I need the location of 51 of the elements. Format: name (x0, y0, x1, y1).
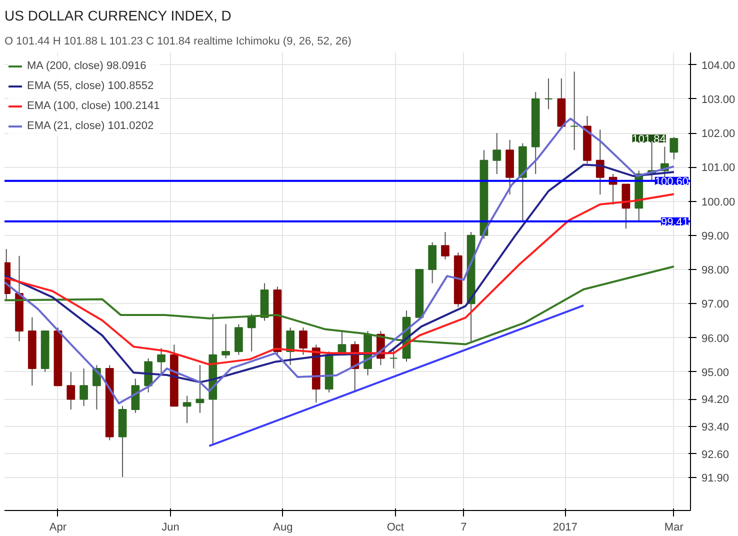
candlestick (428, 242, 437, 284)
x-tick-label: Apr (49, 522, 67, 534)
candlestick (182, 395, 192, 424)
legend-label: EMA (100, close) 100.2141 (27, 100, 160, 112)
x-tick-label: 7 (460, 522, 467, 534)
x-tick-label: Jun (162, 522, 180, 534)
y-tick-label: 92.60 (702, 448, 730, 461)
ref-line-label: 100.60 (654, 176, 689, 188)
y-tick-label: 97.00 (702, 298, 730, 311)
annotation: 101.84 (632, 134, 666, 146)
candlestick (80, 368, 88, 407)
y-tick-label: 104.00 (702, 60, 736, 72)
candlestick (670, 136, 678, 160)
legend-label: EMA (55, close) 100.8552 (27, 80, 154, 92)
candlestick (144, 358, 153, 393)
candlestick (492, 132, 502, 174)
candlestick (157, 348, 166, 376)
ref-line-label: 99.41 (660, 216, 689, 228)
candlestick (570, 71, 579, 151)
chart-title: US DOLLAR CURRENCY INDEX, D (4, 8, 232, 24)
candlestick (234, 324, 243, 356)
text: O 101.44 H 101.88 L 101.23 C 101.84 realtime Ichimoku (9, 26, 52, 26) (4, 36, 352, 48)
y-tick-label: 95.00 (702, 366, 730, 379)
candlestick (222, 324, 230, 359)
legend-label: EMA (21, close) 101.0202 (27, 120, 154, 132)
y-tick-label: 102.00 (702, 128, 736, 140)
line-series (4, 265, 675, 346)
candlestick (66, 371, 76, 410)
y-tick-label: 93.40 (702, 422, 730, 434)
candlestick (441, 232, 450, 260)
candlestick (299, 327, 308, 356)
candlestick (247, 313, 256, 352)
x-tick-label: Aug (273, 522, 293, 534)
y-tick-label: 91.90 (702, 472, 730, 485)
y-tick-label: 101.00 (702, 162, 736, 174)
candlestick (596, 129, 604, 195)
x-tick-label: Mar (664, 522, 684, 534)
candlestick (286, 327, 295, 366)
candlestick (196, 364, 204, 414)
candlestick (131, 378, 140, 414)
candlestick (544, 78, 553, 110)
y-tick-label: 98.00 (702, 264, 730, 277)
y-tick-label: 100.00 (702, 196, 736, 208)
y-tick-label: 96.00 (702, 332, 730, 345)
y-tick-label: 99.00 (702, 230, 730, 242)
legend-label: MA (200, close) 98.0916 (27, 60, 146, 72)
y-tick-label: 94.20 (702, 394, 730, 406)
x-tick-label: 2017 (552, 522, 578, 534)
x-tick-label: Oct (386, 522, 404, 534)
candlestick (389, 348, 398, 370)
y-tick-label: 103.00 (702, 94, 736, 106)
